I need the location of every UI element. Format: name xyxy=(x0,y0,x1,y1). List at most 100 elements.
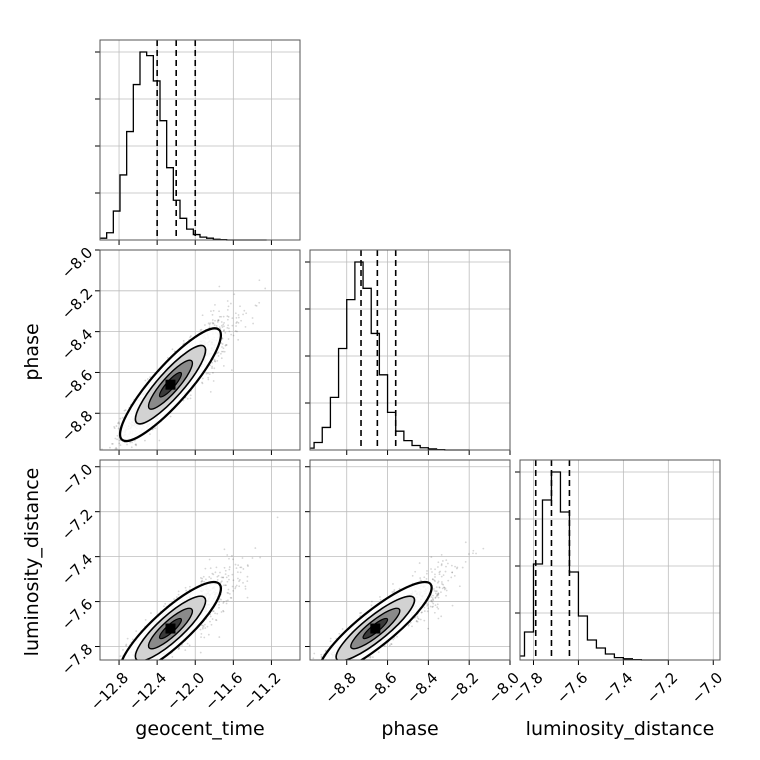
sample-point xyxy=(223,548,226,551)
sample-point xyxy=(105,469,107,471)
sample-point xyxy=(349,664,351,666)
sample-point xyxy=(239,571,242,574)
sample-point xyxy=(114,668,116,670)
sample-point xyxy=(175,596,178,598)
sample-point xyxy=(227,574,230,577)
panel-frame-0-0 xyxy=(99,39,301,241)
sample-point xyxy=(217,319,219,322)
sample-point xyxy=(209,391,212,393)
sample-point xyxy=(226,591,229,594)
sample-point xyxy=(141,677,143,679)
sample-point xyxy=(372,656,374,659)
sample-point xyxy=(201,626,204,629)
sample-point xyxy=(111,664,113,666)
sample-point xyxy=(442,583,445,586)
sample-point xyxy=(212,380,215,382)
sample-point xyxy=(230,369,233,371)
sample-point xyxy=(206,625,209,628)
histogram-step-luminosity_distance xyxy=(520,471,669,661)
sample-point xyxy=(329,640,332,643)
sample-point xyxy=(201,381,203,384)
sample-point xyxy=(224,331,227,334)
sample-point xyxy=(234,330,237,332)
sample-point xyxy=(177,593,180,596)
sample-point xyxy=(392,638,395,641)
sample-point xyxy=(226,309,229,311)
sample-point xyxy=(226,318,229,321)
sample-point xyxy=(226,315,229,318)
sample-point xyxy=(252,322,255,325)
sample-point xyxy=(313,677,315,679)
sample-point xyxy=(228,593,231,595)
sample-point xyxy=(338,662,340,664)
sample-point xyxy=(186,397,189,400)
sample-point xyxy=(437,617,440,620)
sample-point xyxy=(235,584,238,587)
sample-point xyxy=(135,663,137,665)
sample-point xyxy=(237,321,240,324)
sample-point xyxy=(142,667,144,669)
sample-point xyxy=(177,648,180,651)
sample-point xyxy=(225,576,228,579)
sample-point xyxy=(222,602,225,604)
sample-point xyxy=(302,687,304,689)
panel-grid-2-1 xyxy=(305,460,511,665)
sample-point xyxy=(299,680,301,682)
sample-point xyxy=(166,356,169,359)
sample-point xyxy=(264,287,267,290)
sample-point xyxy=(222,330,225,332)
sample-point xyxy=(455,567,458,570)
sample-point xyxy=(211,361,214,364)
sample-point xyxy=(371,600,373,603)
sample-point xyxy=(388,644,391,647)
sample-point xyxy=(220,598,222,601)
sample-point xyxy=(433,589,436,592)
sample-point xyxy=(472,552,474,555)
sample-point xyxy=(141,666,143,668)
sample-point xyxy=(359,612,361,615)
sample-point xyxy=(337,661,339,663)
panel-grid-0-0 xyxy=(95,40,300,245)
sample-point xyxy=(137,663,139,665)
panel-frame-2-0 xyxy=(99,459,301,661)
density-panel-2-1 xyxy=(299,541,485,689)
sample-point xyxy=(104,663,106,665)
sample-point xyxy=(203,580,205,583)
sample-point xyxy=(225,584,227,587)
sample-point xyxy=(143,666,145,668)
sample-point xyxy=(434,596,437,599)
sample-point xyxy=(211,365,213,368)
sample-point xyxy=(134,672,136,674)
sample-point xyxy=(350,661,352,663)
sample-point xyxy=(137,677,139,679)
sample-point xyxy=(119,655,122,658)
sample-point xyxy=(440,615,443,618)
sample-point xyxy=(182,399,185,402)
sample-point xyxy=(228,330,231,333)
sample-point xyxy=(312,657,315,660)
sample-point xyxy=(223,325,225,328)
sample-point xyxy=(434,580,436,583)
sample-point xyxy=(458,585,461,588)
sample-point xyxy=(149,667,151,669)
sample-point xyxy=(430,599,433,602)
sample-point xyxy=(207,633,210,636)
sample-point xyxy=(199,329,202,332)
sample-point xyxy=(235,325,237,327)
sample-point xyxy=(231,317,234,320)
sample-point xyxy=(200,581,203,583)
sample-point xyxy=(325,682,327,684)
sample-point xyxy=(438,586,441,589)
sample-point xyxy=(210,310,212,313)
sample-point xyxy=(185,589,188,592)
sample-point xyxy=(109,446,111,449)
sample-point xyxy=(229,596,232,599)
sample-point xyxy=(115,425,118,427)
sample-point xyxy=(218,310,220,313)
sample-point xyxy=(131,441,133,444)
sample-point xyxy=(158,661,160,663)
sample-point xyxy=(370,604,373,607)
sample-point xyxy=(353,670,355,672)
panel-frame-1-1 xyxy=(309,249,511,451)
sample-point xyxy=(221,337,224,340)
